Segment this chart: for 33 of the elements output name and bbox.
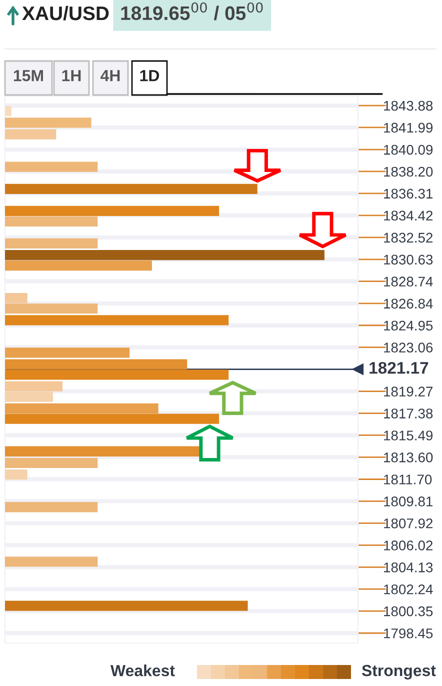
chart-title: XAU/USD xyxy=(22,6,109,20)
y-tick-label: 1824.95 xyxy=(384,320,433,331)
y-tick-label: 1809.81 xyxy=(384,496,433,506)
text: Strongest xyxy=(362,664,436,680)
text: Weakest xyxy=(110,664,175,676)
y-tick-label: 1798.45 xyxy=(384,628,433,638)
y-tick-label: 1817.38 xyxy=(384,408,433,418)
y-tick-label: 1804.13 xyxy=(384,562,433,572)
y-tick-label: 1802.24 xyxy=(384,584,433,594)
ref-line-label: 1821.17 xyxy=(370,362,428,374)
text: 4H xyxy=(100,70,120,82)
text: 15M xyxy=(14,70,43,82)
y-tick-label: 1823.06 xyxy=(384,342,433,352)
y-tick-label: 1830.63 xyxy=(384,254,433,265)
chart-subtitle: 1819.65$^{00}$ / 05$^{00}$ xyxy=(121,2,263,20)
y-tick-label: 1832.52 xyxy=(384,232,433,243)
y-tick-label: 1815.49 xyxy=(384,430,433,440)
text: 1H xyxy=(62,70,81,82)
text: 1D xyxy=(140,70,160,82)
y-tick-label: 1826.84 xyxy=(384,298,433,309)
y-tick-label: 1838.20 xyxy=(384,166,433,177)
y-tick-label: 1813.60 xyxy=(384,452,433,462)
y-tick-label: 1806.02 xyxy=(384,540,433,550)
y-tick-label: 1840.09 xyxy=(384,144,433,155)
y-tick-label: 1841.99 xyxy=(384,122,433,133)
y-tick-label: 1836.31 xyxy=(384,188,433,199)
y-tick-label: 1807.92 xyxy=(384,518,433,528)
y-tick-label: 1811.70 xyxy=(384,474,432,484)
y-tick-label: 1834.42 xyxy=(384,210,433,221)
y-tick-label: 1800.35 xyxy=(384,606,433,616)
y-tick-label: 1828.74 xyxy=(384,276,433,287)
y-tick-label: 1819.27 xyxy=(384,386,433,397)
y-tick-label: 1843.88 xyxy=(384,100,433,111)
